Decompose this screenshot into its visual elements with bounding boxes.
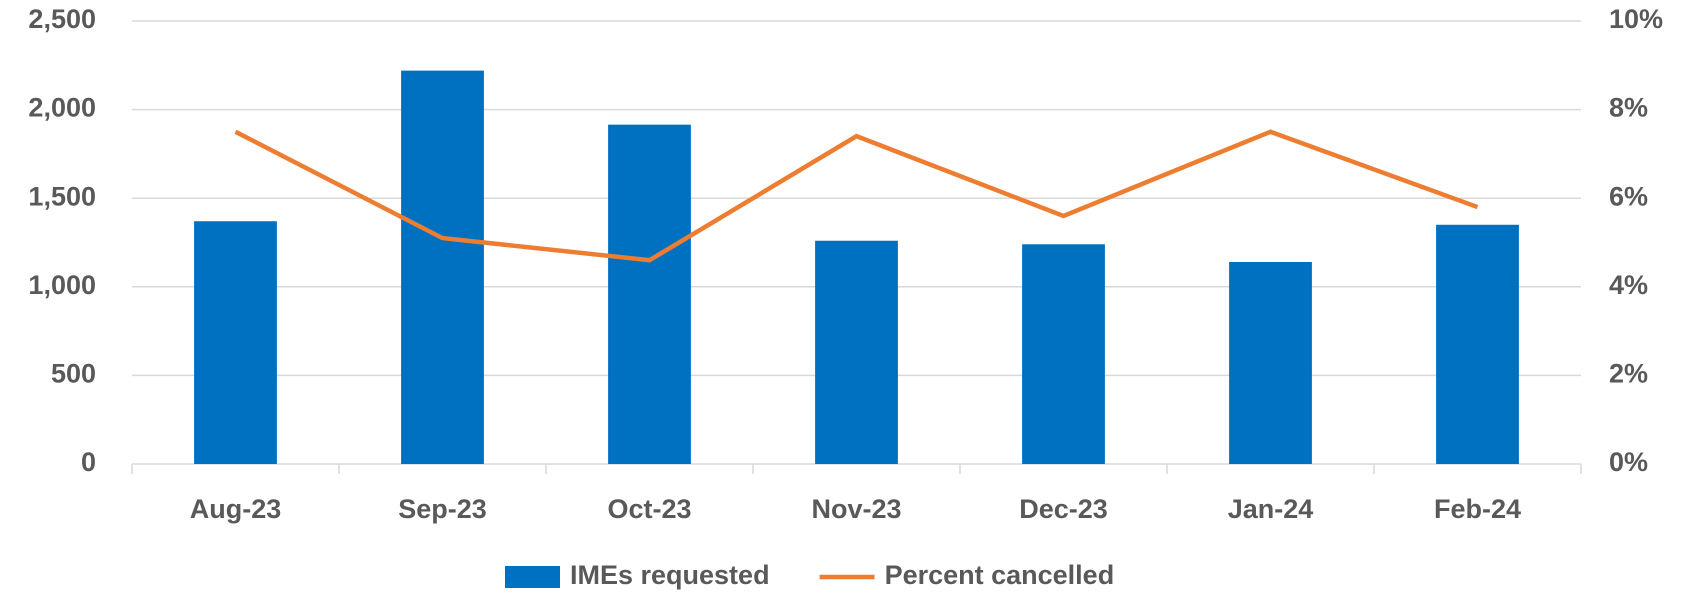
bar <box>401 70 484 464</box>
x-tick-label: Nov-23 <box>811 494 901 524</box>
bar <box>1436 224 1519 464</box>
bar <box>1229 261 1312 464</box>
legend-label: IMEs requested <box>570 560 770 590</box>
bar <box>608 124 691 465</box>
x-tick-label: Sep-23 <box>398 494 487 524</box>
y-tick-label: 1,000 <box>28 270 96 300</box>
y-tick-label: 500 <box>51 359 96 389</box>
legend-label: Percent cancelled <box>885 560 1115 590</box>
y-tick-label: 2,500 <box>28 4 96 34</box>
y2-tick-label: 8% <box>1609 93 1648 123</box>
bar <box>1022 244 1105 464</box>
line <box>234 129 1479 263</box>
y-tick-label: 2,000 <box>28 93 96 123</box>
y2-tick-label: 4% <box>1609 270 1648 300</box>
y-tick-label: 0 <box>81 447 96 477</box>
x-tick-label: Jan-24 <box>1228 494 1314 524</box>
y2-tick-label: 6% <box>1609 181 1648 211</box>
y2-tick-label: 0% <box>1609 447 1648 477</box>
x-tick-label: Feb-24 <box>1434 494 1521 524</box>
x-tick-label: Aug-23 <box>190 494 282 524</box>
bar <box>194 221 277 464</box>
y2-tick-label: 2% <box>1609 359 1648 389</box>
y2-tick-label: 10% <box>1609 4 1663 34</box>
x-tick-label: Oct-23 <box>607 494 691 524</box>
legend-swatch <box>505 566 560 588</box>
bar <box>815 240 898 464</box>
y-tick-label: 1,500 <box>28 181 96 211</box>
x-tick-label: Dec-23 <box>1019 494 1108 524</box>
